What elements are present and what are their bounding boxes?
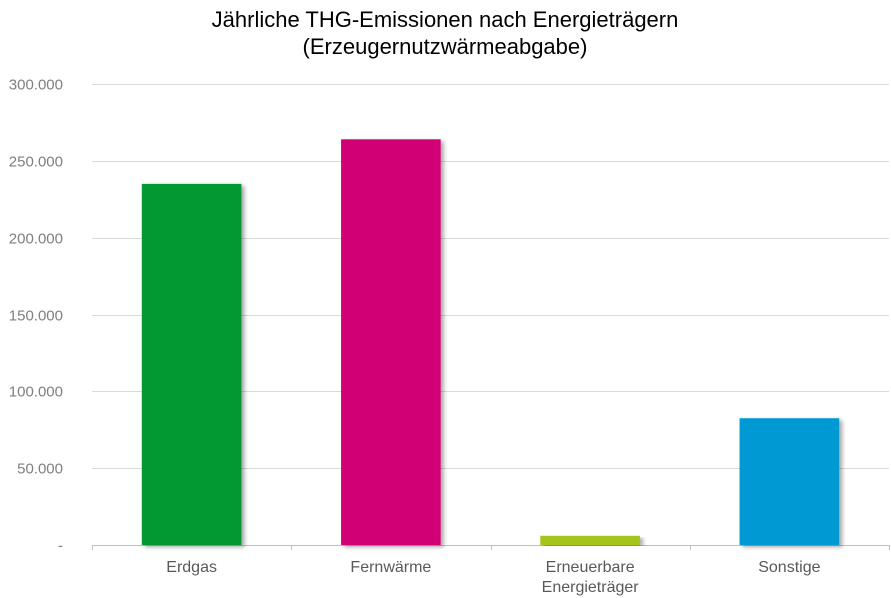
bar-3: [739, 418, 840, 545]
y-axis-ticks: - 50.000 100.000 150.000 200.000 250.000 300.0…: [9, 77, 63, 555]
y-tick-label: 300.000: [9, 77, 63, 94]
x-category-label: Energieträger: [542, 579, 640, 596]
x-category-label: Erdgas: [166, 559, 217, 576]
y-tick-label: 250.000: [9, 154, 63, 171]
bar-1: [341, 139, 441, 545]
bar-0: [141, 183, 242, 545]
y-tick-label: -: [58, 538, 63, 555]
y-tick-label: 100.000: [9, 384, 63, 401]
y-tick-label: 150.000: [9, 308, 63, 325]
y-tick-label: 50.000: [17, 461, 63, 478]
chart-title-line-1: Jährliche THG-Emissionen nach Energieträ…: [212, 7, 679, 32]
bar-2: [540, 535, 640, 545]
x-category-label: Erneuerbare: [546, 559, 635, 576]
x-axis-categories: Erdgas Fernwärme Erneuerbare Energieträger S…: [166, 559, 820, 596]
bars: [141, 139, 840, 545]
x-category-label: Fernwärme: [350, 559, 431, 576]
chart-title: Jährliche THG-Emissionen nach Energieträ…: [212, 7, 679, 59]
x-category-label: Sonstige: [758, 559, 820, 576]
chart-title-line-2: (Erzeugernutzwärmeabgabe): [303, 34, 588, 59]
y-tick-label: 200.000: [9, 231, 63, 248]
